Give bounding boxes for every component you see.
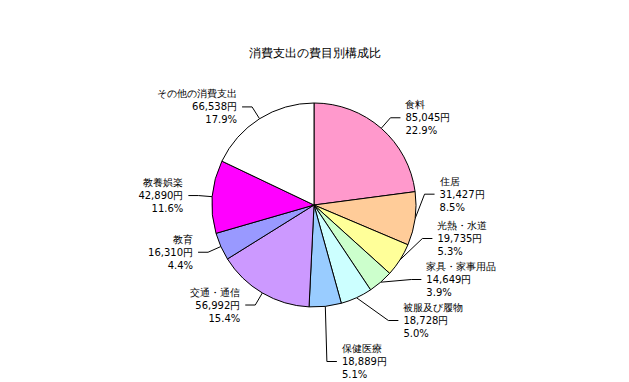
- svg-text:56,992円: 56,992円: [195, 300, 240, 311]
- svg-text:22.9%: 22.9%: [405, 125, 437, 136]
- svg-text:4.4%: 4.4%: [168, 260, 193, 271]
- svg-text:保健医療: 保健医療: [342, 343, 382, 354]
- svg-text:教養娯楽: 教養娯楽: [143, 177, 183, 188]
- svg-text:住居: 住居: [440, 176, 460, 187]
- svg-text:11.6%: 11.6%: [152, 203, 184, 214]
- svg-text:5.1%: 5.1%: [342, 369, 367, 380]
- svg-text:18,728円: 18,728円: [403, 315, 448, 326]
- svg-text:食料: 食料: [405, 99, 425, 110]
- svg-text:3.9%: 3.9%: [426, 287, 451, 298]
- svg-text:家具・家事用品: 家具・家事用品: [426, 261, 496, 272]
- svg-text:8.5%: 8.5%: [440, 202, 465, 213]
- svg-text:光熱・水道: 光熱・水道: [437, 220, 487, 231]
- svg-text:31,427円: 31,427円: [440, 189, 485, 200]
- svg-text:被服及び履物: 被服及び履物: [403, 302, 463, 313]
- svg-text:5.0%: 5.0%: [403, 328, 428, 339]
- svg-text:18,889円: 18,889円: [342, 356, 387, 367]
- svg-text:42,890円: 42,890円: [138, 190, 183, 201]
- svg-text:17.9%: 17.9%: [205, 114, 237, 125]
- svg-text:その他の消費支出: その他の消費支出: [157, 88, 237, 99]
- svg-text:消費支出の費目別構成比: 消費支出の費目別構成比: [249, 46, 381, 60]
- svg-text:14,649円: 14,649円: [426, 274, 471, 285]
- svg-text:教育: 教育: [173, 234, 193, 245]
- svg-text:85,045円: 85,045円: [405, 112, 450, 123]
- svg-text:19,735円: 19,735円: [437, 233, 482, 244]
- svg-text:16,310円: 16,310円: [148, 247, 193, 258]
- svg-text:15.4%: 15.4%: [208, 313, 240, 324]
- svg-text:66,538円: 66,538円: [192, 101, 237, 112]
- svg-text:交通・通信: 交通・通信: [190, 287, 240, 298]
- svg-text:5.3%: 5.3%: [437, 246, 462, 257]
